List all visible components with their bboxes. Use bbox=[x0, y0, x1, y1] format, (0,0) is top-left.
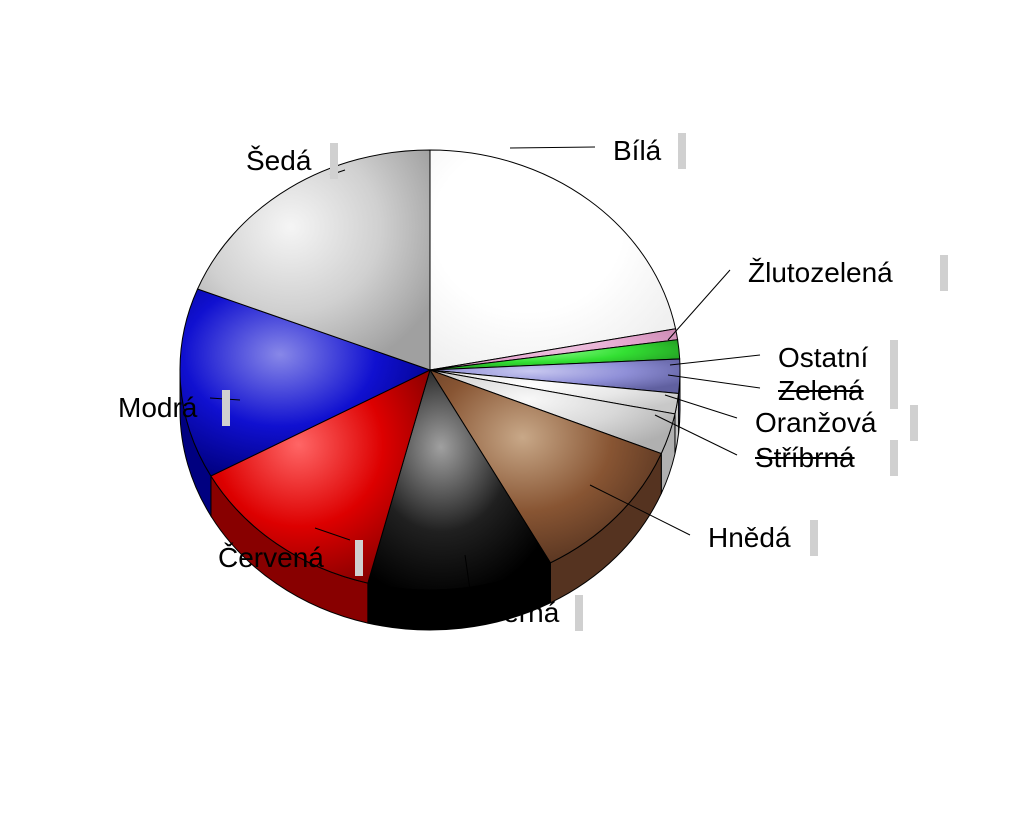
label-shadow bbox=[575, 595, 583, 631]
slice-label: Bílá bbox=[605, 133, 669, 169]
slice-label: Červená bbox=[210, 540, 332, 576]
leader-line bbox=[510, 147, 595, 148]
slice-label: Šedá bbox=[238, 143, 319, 179]
leader-line bbox=[668, 270, 730, 340]
label-shadow bbox=[330, 143, 338, 179]
label-shadow bbox=[355, 540, 363, 576]
slice-label: Černá bbox=[475, 595, 567, 631]
label-shadow bbox=[890, 340, 898, 376]
label-shadow bbox=[810, 520, 818, 556]
label-shadow bbox=[890, 373, 898, 409]
slice-label: Oranžová bbox=[747, 405, 884, 441]
pie-chart-container: Bílá Žlutozelená OstatníZelenáOranžováStří… bbox=[0, 0, 1024, 815]
label-shadow bbox=[910, 405, 918, 441]
label-shadow bbox=[890, 440, 898, 476]
leader-line bbox=[670, 355, 760, 365]
slice-label: Stříbrná bbox=[747, 440, 863, 476]
slice-label: Zelená bbox=[770, 373, 872, 409]
slice-label: Modrá bbox=[110, 390, 205, 426]
slice-label: Žlutozelená bbox=[740, 255, 901, 291]
label-shadow bbox=[940, 255, 948, 291]
slice-label: Ostatní bbox=[770, 340, 876, 376]
leader-line bbox=[668, 375, 760, 388]
label-shadow bbox=[222, 390, 230, 426]
label-shadow bbox=[678, 133, 686, 169]
slice-label: Hnědá bbox=[700, 520, 799, 556]
